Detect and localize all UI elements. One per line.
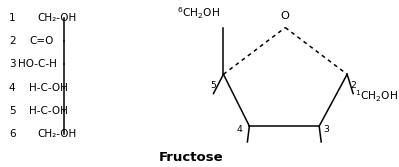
- Text: H-C-OH: H-C-OH: [29, 83, 68, 93]
- Text: $^{1}$CH$_{2}$OH: $^{1}$CH$_{2}$OH: [355, 88, 398, 104]
- Text: H-C-OH: H-C-OH: [29, 106, 68, 116]
- Text: 4: 4: [236, 125, 242, 134]
- Text: Fructose: Fructose: [159, 151, 224, 164]
- Text: 4: 4: [9, 83, 16, 93]
- Text: 3: 3: [323, 125, 329, 134]
- Text: 2: 2: [9, 36, 16, 46]
- Text: 5: 5: [211, 81, 216, 90]
- Text: O: O: [281, 11, 290, 21]
- Text: 5: 5: [9, 106, 16, 116]
- Text: 2: 2: [350, 81, 356, 90]
- Text: $^{6}$CH$_{2}$OH: $^{6}$CH$_{2}$OH: [176, 5, 219, 21]
- Text: CH₂-OH: CH₂-OH: [37, 13, 76, 23]
- Text: 1: 1: [9, 13, 16, 23]
- Text: C=O: C=O: [29, 36, 53, 46]
- Text: HO-C-H: HO-C-H: [18, 59, 57, 69]
- Text: 3: 3: [9, 59, 16, 69]
- Text: CH₂-OH: CH₂-OH: [37, 129, 76, 139]
- Text: 6: 6: [9, 129, 16, 139]
